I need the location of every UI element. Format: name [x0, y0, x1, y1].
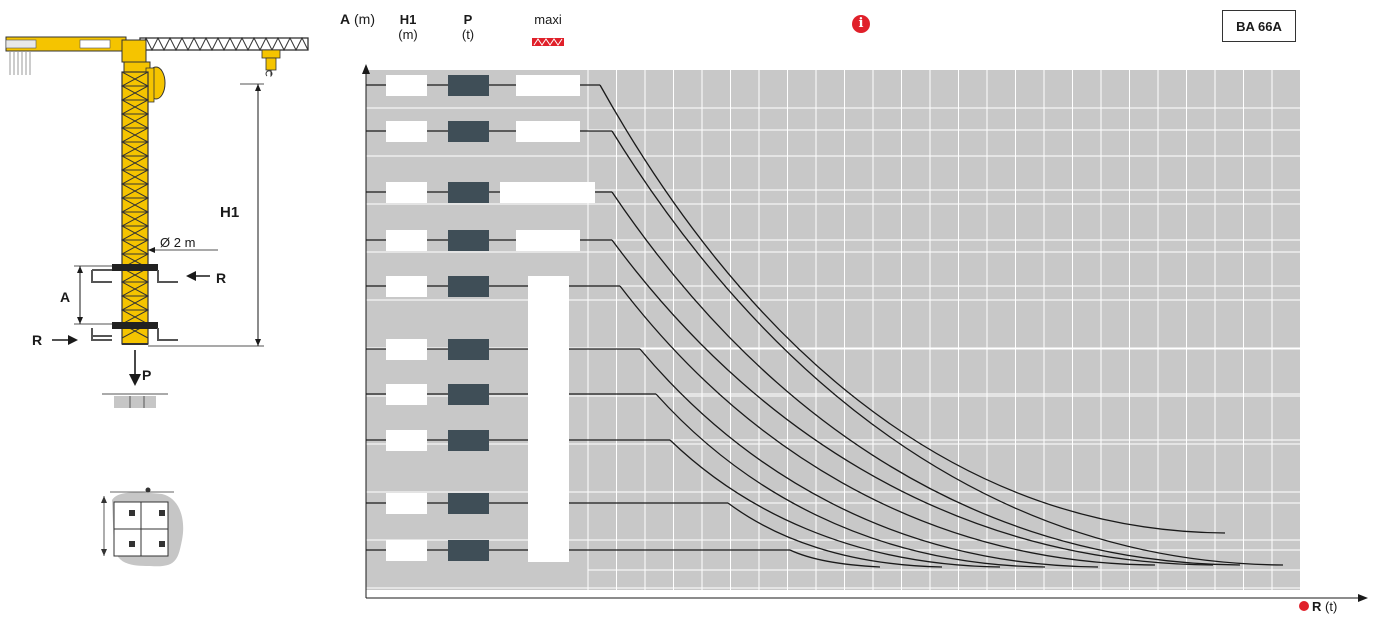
h1-cell	[386, 540, 427, 561]
p-cell	[448, 493, 489, 514]
load-curve	[655, 393, 1046, 568]
a-axis-arrow	[362, 64, 370, 74]
r-axis-arrow	[1358, 594, 1368, 602]
maxi-cell	[500, 182, 595, 203]
load-chart	[366, 70, 1300, 590]
crane-h1-label: H1	[220, 204, 240, 221]
h1-cell	[386, 493, 427, 514]
maxi-symbol-icon	[532, 38, 564, 46]
load-curve	[639, 348, 1099, 568]
p-cell	[448, 339, 489, 360]
r-axis-dot-icon	[1299, 601, 1309, 611]
p-cell	[448, 182, 489, 203]
crane-p-label: P	[142, 367, 152, 383]
p-cell	[448, 540, 489, 561]
crane-diameter-label: Ø 2 m	[160, 235, 196, 250]
h1-cell	[386, 339, 427, 360]
p-cell	[448, 276, 489, 297]
crane-r-left-label: R	[32, 332, 43, 348]
h1-cell	[386, 230, 427, 251]
load-curves	[599, 84, 1284, 568]
maxi-column-header: maxi	[534, 12, 562, 27]
p-cell	[448, 384, 489, 405]
p-column-header: P (t)	[461, 12, 475, 42]
p-cell	[448, 75, 489, 96]
p-cell	[448, 430, 489, 451]
maxi-cell	[516, 75, 580, 96]
load-curve	[611, 130, 1284, 566]
h1-column-header: H1 (m)	[398, 12, 418, 42]
crane-r-right-label: R	[216, 270, 227, 286]
maxi-cell	[516, 121, 580, 142]
foundation-plan	[101, 487, 184, 567]
maxi-cell	[516, 230, 580, 251]
load-curve	[619, 285, 1156, 566]
chart-axes	[362, 64, 1368, 602]
h1-cell	[386, 75, 427, 96]
info-icon[interactable]: i	[852, 15, 870, 33]
load-curve	[669, 439, 1001, 568]
load-curve	[611, 239, 1214, 566]
p-cell	[448, 230, 489, 251]
load-curve	[611, 191, 1241, 566]
load-curve	[789, 549, 881, 568]
r-axis-title: R (t)	[1312, 599, 1338, 614]
p-cell	[448, 121, 489, 142]
load-curve	[599, 84, 1226, 534]
chart-rows	[366, 75, 790, 561]
model-label: BA 66A	[1222, 10, 1296, 42]
h1-cell	[386, 121, 427, 142]
chart-background	[366, 70, 1300, 590]
h1-cell	[386, 182, 427, 203]
h1-cell	[386, 430, 427, 451]
a-axis-title: A (m)	[340, 11, 376, 27]
h1-cell	[386, 276, 427, 297]
load-curve	[727, 502, 943, 568]
maxi-merged-cell	[528, 276, 569, 562]
h1-cell	[386, 384, 427, 405]
crane-a-label: A	[60, 289, 71, 305]
crane-illustration	[5, 36, 309, 408]
